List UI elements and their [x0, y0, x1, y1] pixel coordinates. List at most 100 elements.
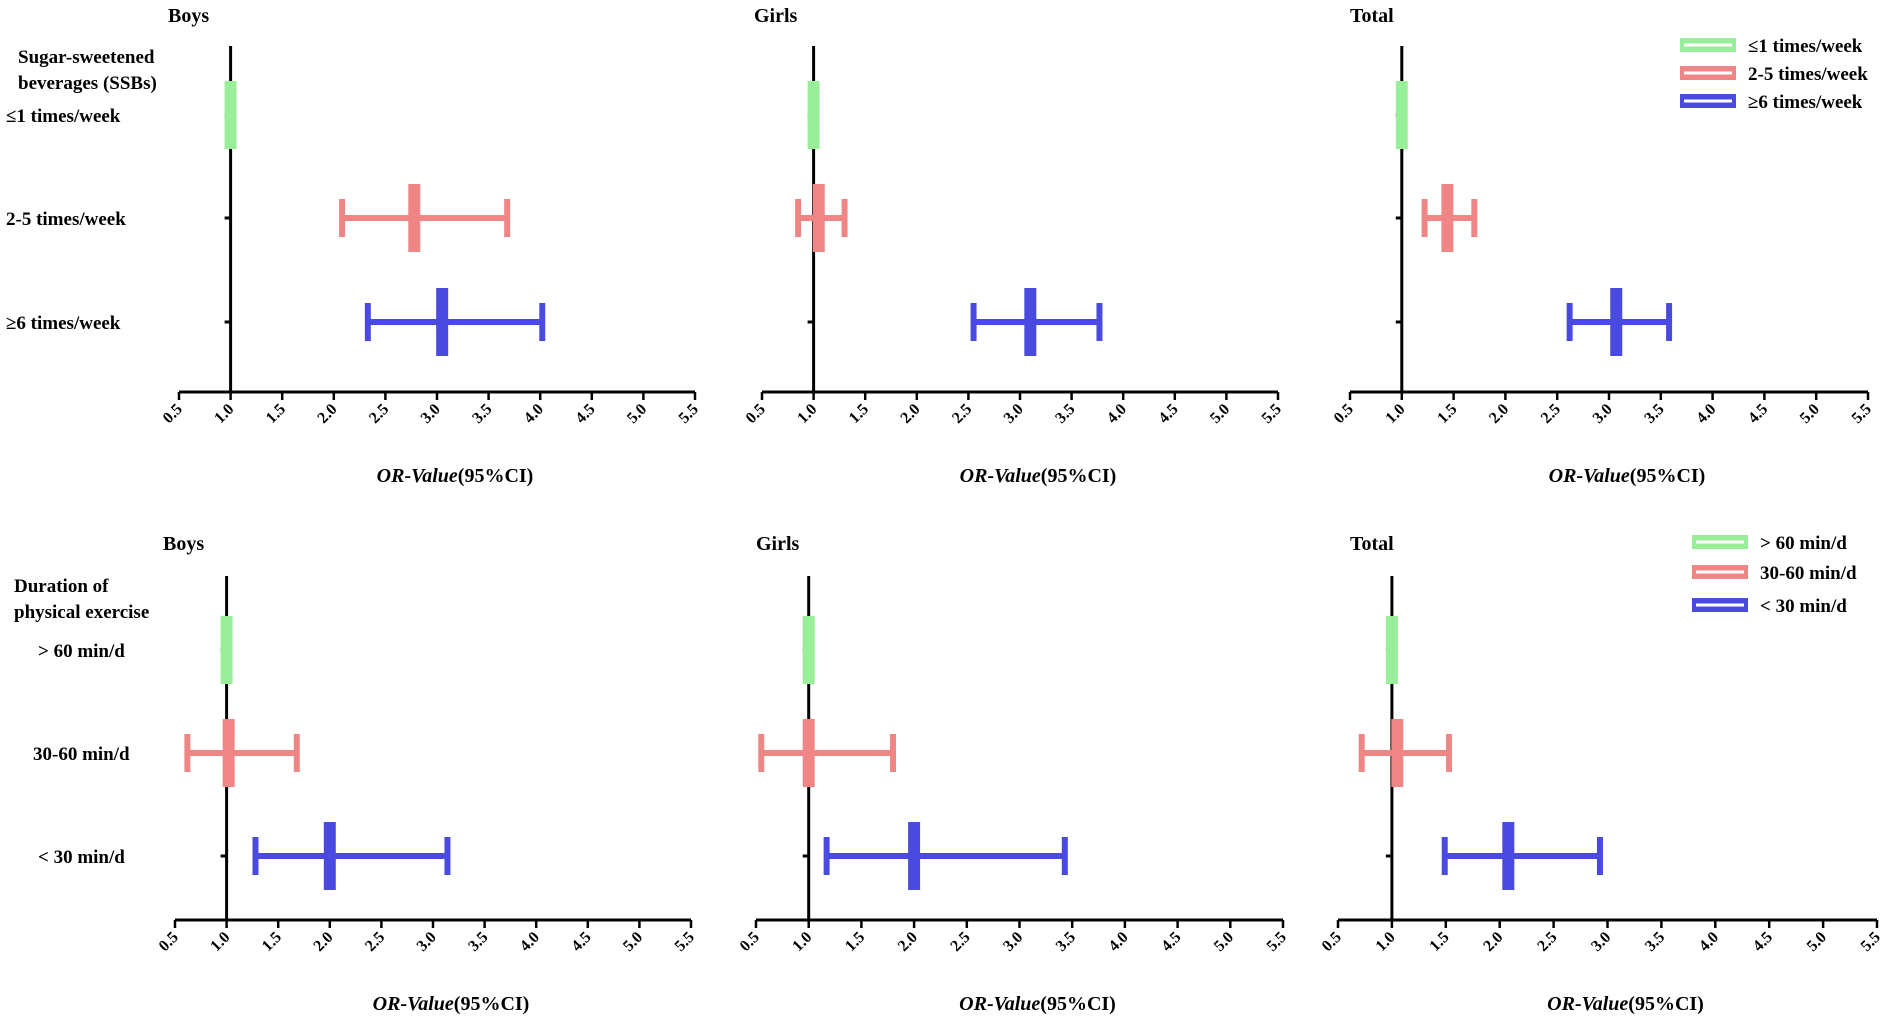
- x-tick-label: 1.0: [1382, 401, 1408, 427]
- x-axis-label-italic: OR-Value: [1549, 465, 1630, 487]
- panel-girls: Girls 0.5 1.0 1.5 2.0 2.5 3.0 3.5 4.0 4.5 5.0 5.5 OR…: [737, 533, 1290, 1015]
- x-axis-label-italic: OR-Value: [959, 993, 1040, 1015]
- or-marker: [222, 719, 235, 787]
- x-tick-label: 5.0: [1804, 929, 1830, 955]
- group-label-line: beverages (SSBs): [18, 73, 157, 94]
- x-tick-label: 1.5: [259, 929, 285, 955]
- x-tick-label: 3.0: [1001, 401, 1027, 427]
- chart-physical-exercise: Duration of physical exercise > 60 min/d 30…: [14, 533, 1884, 1015]
- x-axis-label-italic: OR-Value: [1547, 993, 1628, 1015]
- estimate-1: [339, 184, 511, 252]
- panel-boys: Boys 0.5 1.0 1.5 2.0 2.5 3.0 3.5 4.0 4.5 5.0 5.5 OR-…: [156, 533, 698, 1015]
- x-tick-label: 1.5: [846, 401, 872, 427]
- x-tick-label: 0.5: [156, 929, 182, 955]
- x-tick-label: 0.5: [1319, 929, 1345, 955]
- x-tick-label: 5.5: [672, 929, 698, 955]
- x-tick-label: 2.0: [1480, 929, 1506, 955]
- estimate-2: [1566, 288, 1673, 356]
- x-tick-label: 1.0: [207, 929, 233, 955]
- or-marker: [807, 81, 820, 149]
- x-tick-label: 2.0: [314, 401, 340, 427]
- x-tick-label: 4.0: [1696, 929, 1722, 955]
- x-tick-label: 5.5: [1259, 401, 1285, 427]
- x-axis-label-italic: OR-Value: [960, 465, 1041, 487]
- group-label-line: physical exercise: [14, 602, 149, 623]
- x-tick-label: 4.5: [1750, 929, 1776, 955]
- row-label: > 60 min/d: [38, 641, 125, 662]
- or-marker: [1610, 288, 1623, 356]
- x-axis-label: OR-Value(95%CI): [373, 993, 530, 1015]
- x-tick-label: 4.5: [1155, 401, 1181, 427]
- group-label-line: Sugar-sweetened: [18, 47, 155, 68]
- x-tick-label: 0.5: [160, 401, 186, 427]
- x-tick-label: 3.5: [469, 401, 495, 427]
- x-tick-label: 5.5: [1264, 929, 1290, 955]
- estimate-1: [758, 719, 897, 787]
- or-marker: [1385, 616, 1398, 684]
- x-tick-label: 5.5: [1849, 401, 1875, 427]
- x-axis-label: OR-Value(95%CI): [1549, 465, 1706, 487]
- legend-label: ≤1 times/week: [1748, 36, 1863, 57]
- x-tick-label: 0.5: [737, 929, 763, 955]
- x-tick-label: 3.5: [1052, 401, 1078, 427]
- or-marker: [802, 616, 815, 684]
- x-tick-label: 3.5: [1053, 929, 1079, 955]
- x-tick-label: 4.0: [1693, 401, 1719, 427]
- x-tick-label: 5.0: [1797, 401, 1823, 427]
- panel-title: Total: [1350, 533, 1394, 555]
- x-axis-label-rest: (95%CI): [458, 465, 534, 487]
- estimate-0: [224, 81, 237, 149]
- x-tick-label: 4.5: [572, 401, 598, 427]
- x-tick-label: 2.5: [1534, 929, 1560, 955]
- or-marker: [812, 184, 825, 252]
- estimate-1: [1421, 184, 1478, 252]
- panel-title: Total: [1350, 5, 1394, 27]
- x-tick-label: 2.0: [897, 401, 923, 427]
- legend-label: < 30 min/d: [1760, 596, 1847, 617]
- estimate-1: [184, 719, 300, 787]
- or-marker: [1391, 719, 1404, 787]
- x-tick-label: 2.0: [1486, 401, 1512, 427]
- or-marker: [1395, 81, 1408, 149]
- x-tick-label: 5.0: [1211, 929, 1237, 955]
- x-tick-label: 2.5: [947, 929, 973, 955]
- x-tick-label: 5.0: [624, 401, 650, 427]
- estimate-1: [795, 184, 848, 252]
- panel-title: Girls: [754, 5, 798, 27]
- x-tick-label: 0.5: [743, 401, 769, 427]
- or-marker: [408, 184, 421, 252]
- legend-label: ≥6 times/week: [1748, 92, 1863, 113]
- x-axis-label-rest: (95%CI): [1040, 993, 1116, 1015]
- x-tick-label: 4.5: [1745, 401, 1771, 427]
- x-axis-label-rest: (95%CI): [1630, 465, 1706, 487]
- x-axis-label: OR-Value(95%CI): [960, 465, 1117, 487]
- x-tick-label: 3.5: [1642, 929, 1668, 955]
- x-tick-label: 5.0: [620, 929, 646, 955]
- x-axis-label-italic: OR-Value: [373, 993, 454, 1015]
- x-tick-label: 3.0: [1000, 929, 1026, 955]
- x-axis-label-italic: OR-Value: [377, 465, 458, 487]
- estimate-2: [823, 822, 1068, 890]
- x-tick-label: 5.5: [676, 401, 702, 427]
- x-tick-label: 2.5: [1538, 401, 1564, 427]
- x-tick-label: 3.0: [1590, 401, 1616, 427]
- estimate-2: [1441, 822, 1603, 890]
- chart-ssbs: Sugar-sweetened beverages (SSBs) ≤1 times/…: [6, 5, 1875, 487]
- or-marker: [323, 822, 336, 890]
- panel-girls: Girls 0.5 1.0 1.5 2.0 2.5 3.0 3.5 4.0 4.5 5.0 5.5 OR…: [743, 5, 1285, 487]
- x-tick-label: 4.0: [521, 401, 547, 427]
- x-tick-label: 5.0: [1207, 401, 1233, 427]
- panel-title: Girls: [756, 533, 800, 555]
- x-tick-label: 2.5: [366, 401, 392, 427]
- estimate-0: [1395, 81, 1408, 149]
- x-tick-label: 4.0: [1106, 929, 1132, 955]
- x-tick-label: 0.5: [1331, 401, 1357, 427]
- x-tick-label: 1.0: [1373, 929, 1399, 955]
- legend-label: > 60 min/d: [1760, 533, 1847, 554]
- or-marker: [802, 719, 815, 787]
- x-axis-label: OR-Value(95%CI): [959, 993, 1116, 1015]
- x-tick-label: 1.0: [211, 401, 237, 427]
- estimate-1: [1358, 719, 1453, 787]
- panel-title: Boys: [163, 533, 204, 555]
